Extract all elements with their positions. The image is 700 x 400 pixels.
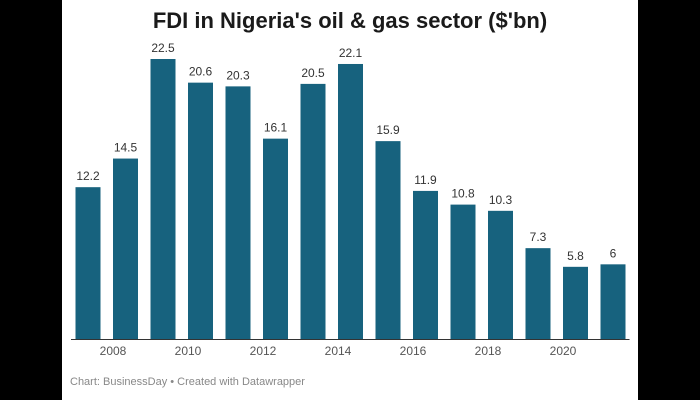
x-tick-labels-layer: 2008 2010 2012 2014 2016 2018 2020 — [100, 344, 577, 358]
bar-2019 — [525, 248, 551, 339]
value-label-2016: 11.9 — [414, 173, 437, 187]
x-tick-label-2016: 2016 — [400, 344, 427, 358]
value-labels-layer: 12.2 14.5 22.5 20.6 20.3 16.1 20.5 22.1 15.9 11.9… — [76, 41, 616, 263]
x-tick-label-2010: 2010 — [175, 344, 202, 358]
chart-title: FDI in Nigeria's oil & gas sector ($'bn) — [152, 8, 548, 33]
bar-chart: 12.2 14.5 22.5 20.6 20.3 16.1 20.5 22.1 15.9 11.9… — [71, 41, 630, 358]
chart-panel: FDI in Nigeria's oil & gas sector ($'bn)… — [62, 0, 638, 400]
x-tick-label-2014: 2014 — [325, 344, 352, 358]
value-label-2011: 20.3 — [226, 68, 250, 82]
value-label-2019: 7.3 — [530, 230, 547, 244]
bar-2011 — [225, 86, 251, 339]
bars-layer — [75, 59, 626, 340]
value-label-2013: 20.5 — [301, 66, 325, 80]
bar-2014 — [338, 63, 363, 339]
x-tick-label-2020: 2020 — [550, 344, 577, 358]
x-tick-label-2018: 2018 — [475, 344, 502, 358]
bar-2016 — [413, 190, 438, 339]
bar-2009 — [150, 59, 176, 339]
value-label-2009: 22.5 — [151, 41, 175, 55]
x-tick-label-2008: 2008 — [100, 344, 127, 358]
value-label-2012: 16.1 — [264, 121, 288, 135]
bar-2020 — [563, 266, 588, 339]
bar-2017 — [450, 204, 476, 339]
bar-2012 — [263, 138, 288, 339]
value-label-2010: 20.6 — [189, 65, 213, 79]
bar-2018 — [488, 210, 513, 339]
bar-2021 — [600, 264, 626, 339]
value-label-2008: 14.5 — [114, 141, 138, 155]
bar-2008 — [113, 158, 138, 339]
x-tick-label-2012: 2012 — [250, 344, 277, 358]
value-label-2018: 10.3 — [489, 193, 513, 207]
value-label-2021: 6 — [610, 246, 617, 260]
value-label-2014: 22.1 — [339, 46, 363, 60]
value-label-2007: 12.2 — [76, 169, 100, 183]
value-label-2015: 15.9 — [376, 123, 400, 137]
bar-2013 — [300, 83, 326, 339]
bar-2015 — [375, 141, 401, 339]
bar-2010 — [188, 82, 213, 340]
value-label-2017: 10.8 — [451, 187, 475, 201]
value-label-2020: 5.8 — [567, 249, 584, 263]
chart-credit: Chart: BusinessDay • Created with Datawr… — [70, 376, 305, 388]
bar-2007 — [75, 187, 101, 339]
